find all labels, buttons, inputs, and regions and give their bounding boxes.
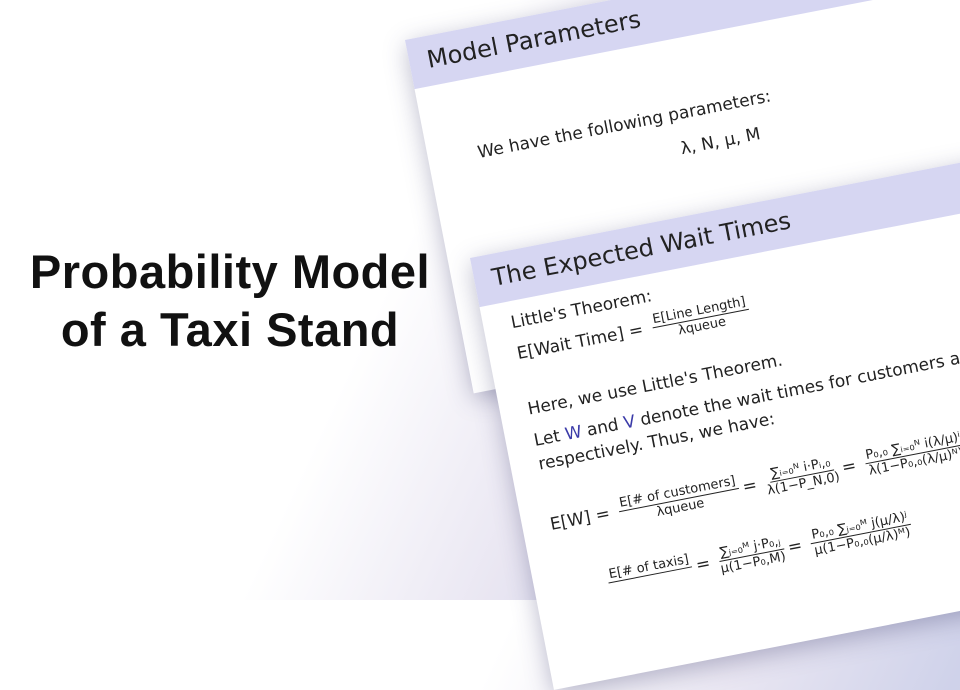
fraction: E[Line Length] λqueue xyxy=(649,294,752,343)
slide-text: λ, N, μ, M xyxy=(679,124,763,160)
headline: of a Taxi Stand xyxy=(60,303,400,356)
text-part: W xyxy=(563,422,584,445)
fraction: P₀,₀ ∑ⱼ₌₀ᴹ j(μ/λ)ʲ μ(1−P₀,₀(μ/λ)ᴹ) xyxy=(808,509,913,559)
text-part: V xyxy=(621,411,638,434)
fraction: P₀,₀ ∑ᵢ₌₀ᴺ i(λ/μ)ⁱ λ(1−P₀,₀(λ/μ)ᴺ) xyxy=(862,429,960,479)
text-part: Let xyxy=(532,426,562,451)
slide-title: Model Parameters xyxy=(405,0,960,90)
formula: E[# of taxis] = ∑ⱼ₌₀ᴹ j·P₀,ⱼ μ(1−P₀,M) = P… xyxy=(602,508,918,599)
fraction: ∑ᵢ₌₀ᴺ i·Pᵢ,₀ λ(1−P_N,0) xyxy=(763,454,841,498)
fraction: ∑ⱼ₌₀ᴹ j·P₀,ⱼ μ(1−P₀,M) xyxy=(716,533,787,577)
fraction: E[# of taxis] xyxy=(605,551,696,599)
fraction: E[# of customers] λqueue xyxy=(616,473,742,527)
page: Probability Model of a Taxi Stand Model … xyxy=(0,0,960,600)
slide-text: We have the following parameters: xyxy=(476,86,773,163)
formula-part: E[W] = xyxy=(548,503,612,535)
headline: Probability Model xyxy=(29,245,431,298)
text-part: and xyxy=(585,414,621,441)
